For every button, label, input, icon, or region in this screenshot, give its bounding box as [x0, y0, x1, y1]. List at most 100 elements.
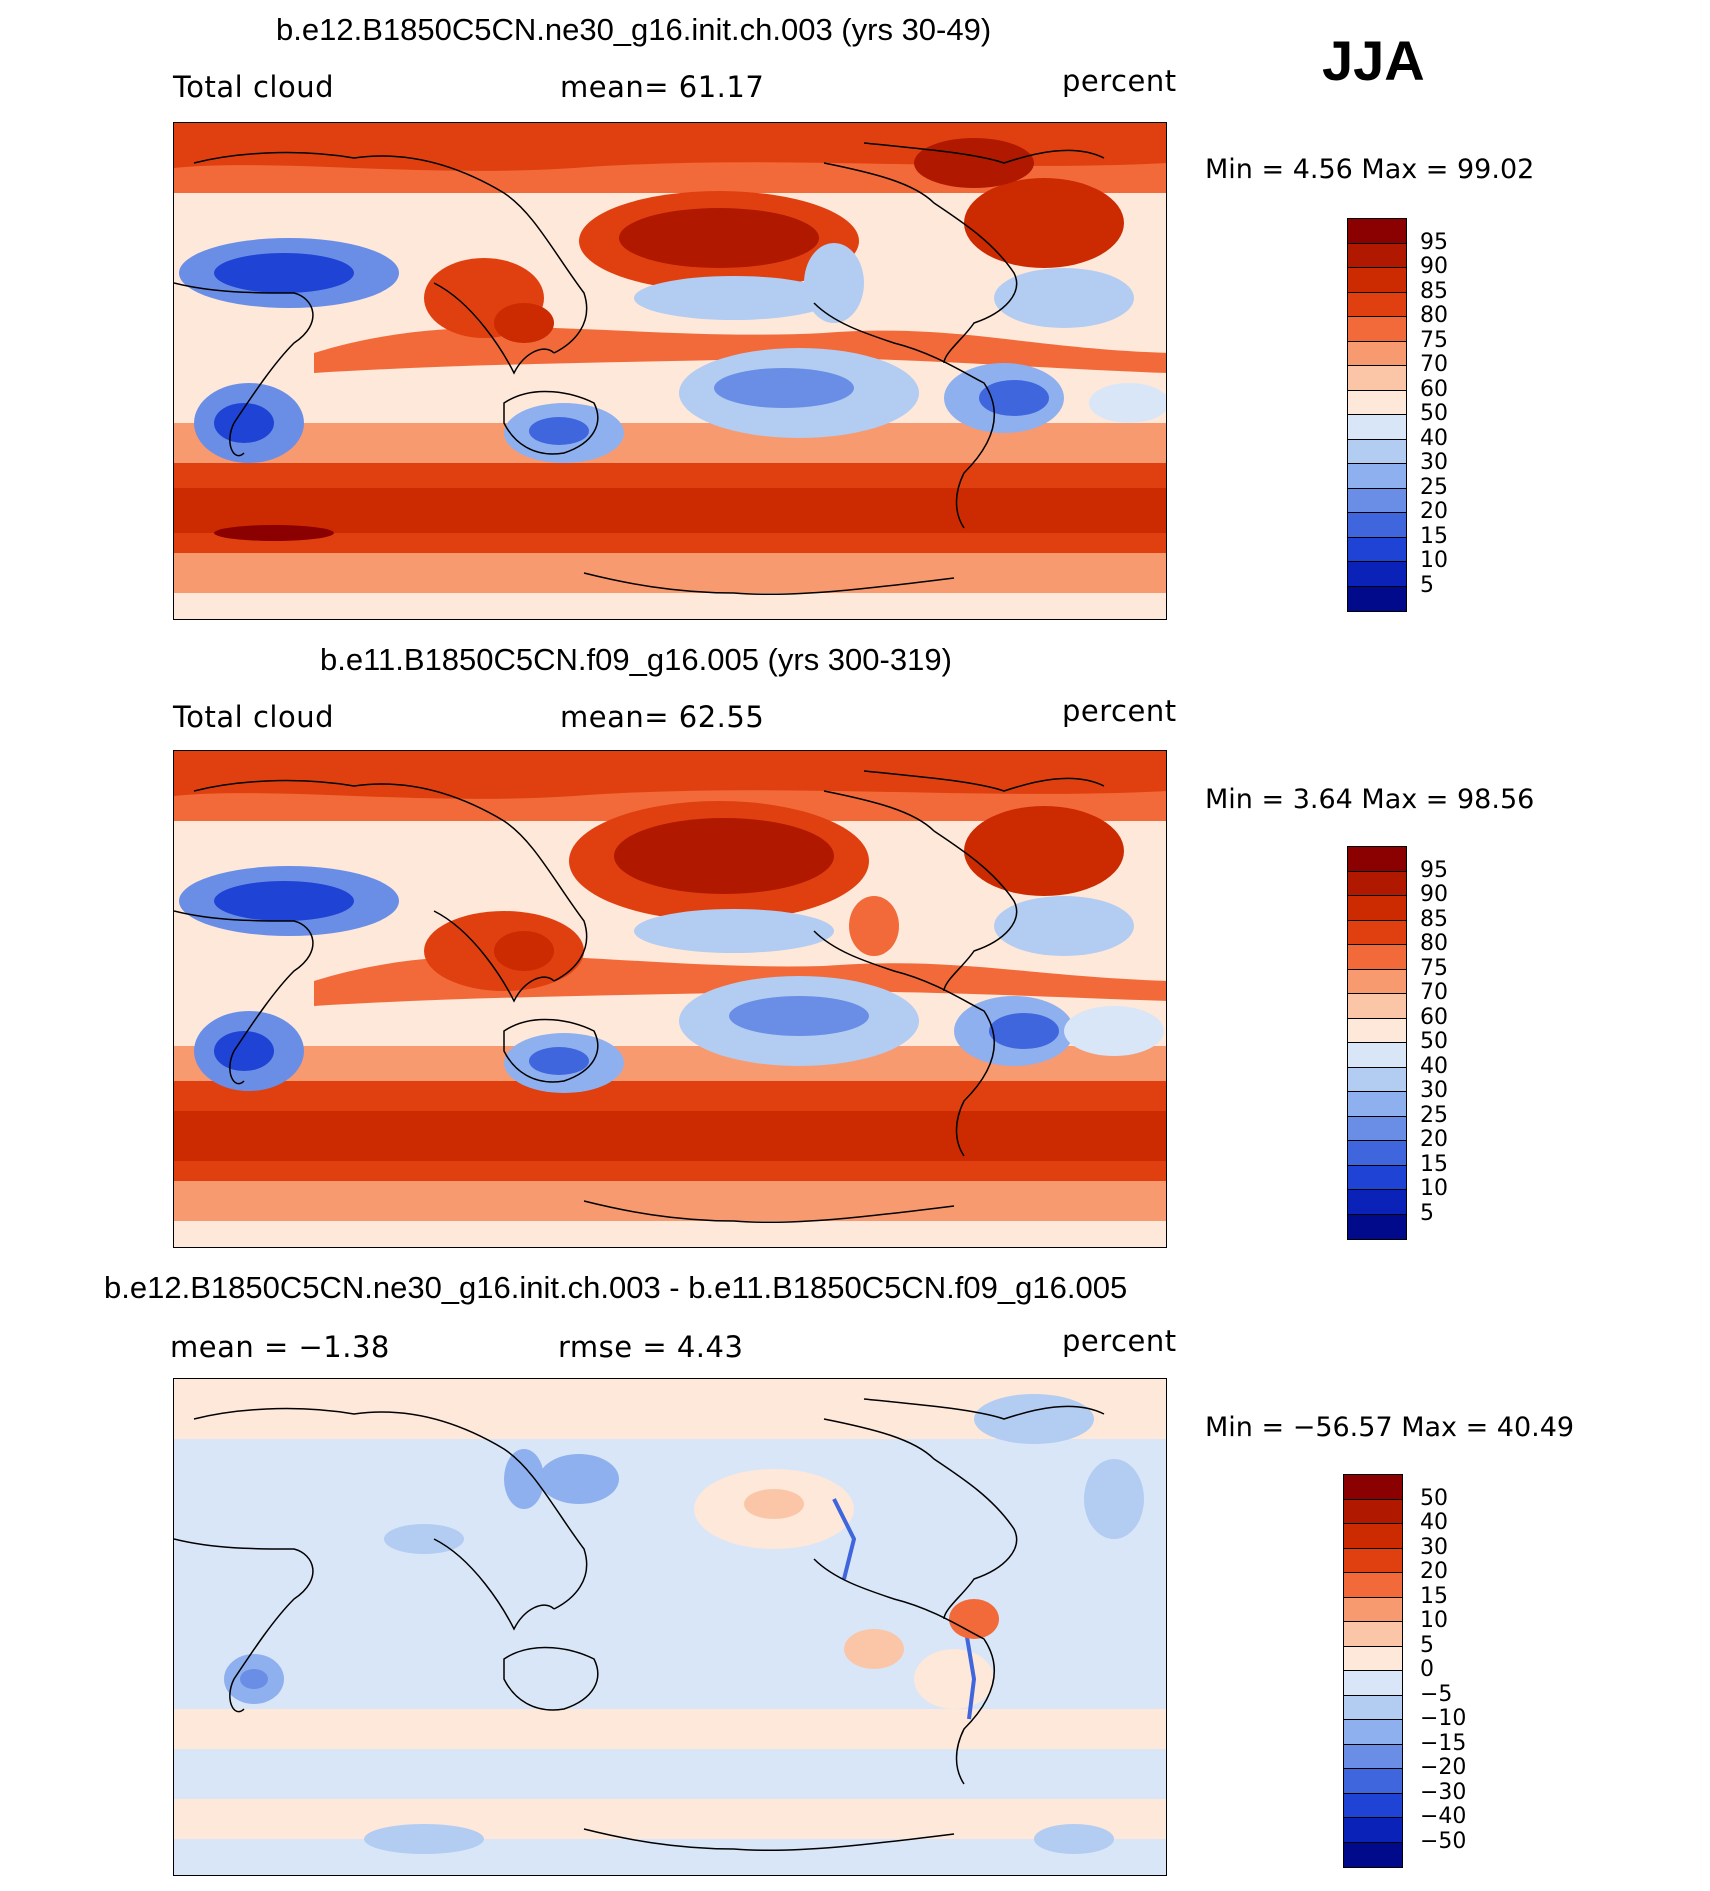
panel3-colorbar — [1343, 1474, 1403, 1868]
panel2-colorbar-swatch — [1348, 994, 1406, 1019]
panel1-colorbar — [1347, 218, 1407, 612]
panel3-title: b.e12.B1850C5CN.ne30_g16.init.ch.003 - b… — [104, 1270, 1128, 1305]
panel1-colorbar-swatch — [1348, 537, 1406, 562]
panel1-colorbar-swatch — [1348, 292, 1406, 317]
panel2-colorbar-swatch — [1348, 896, 1406, 921]
panel2-colorbar-swatch — [1348, 1190, 1406, 1215]
panel1-colorbar-swatch — [1348, 562, 1406, 587]
panel3-colorbar-swatch — [1344, 1671, 1402, 1696]
colorbar-tick: 90 — [1420, 882, 1448, 907]
colorbar-tick: 10 — [1420, 1176, 1448, 1201]
panel1-mean: mean= 61.17 — [560, 70, 765, 104]
panel2-colorbar-swatch — [1348, 969, 1406, 994]
panel2-map — [173, 750, 1167, 1248]
colorbar-tick: 20 — [1420, 1127, 1448, 1152]
panel1-title: b.e12.B1850C5CN.ne30_g16.init.ch.003 (yr… — [276, 12, 992, 47]
panel1-colorbar-swatch — [1348, 586, 1406, 611]
panel2-colorbar-swatch — [1348, 1092, 1406, 1117]
panel1-colorbar-swatch — [1348, 390, 1406, 415]
colorbar-tick: 5 — [1420, 1201, 1434, 1226]
panel1-minmax: Min = 4.56 Max = 99.02 — [1205, 154, 1535, 185]
panel3-colorbar-swatch — [1344, 1622, 1402, 1647]
colorbar-tick: 75 — [1420, 328, 1448, 353]
colorbar-tick: 50 — [1420, 1029, 1448, 1054]
panel3-colorbar-swatch — [1344, 1597, 1402, 1622]
colorbar-tick: −5 — [1420, 1682, 1453, 1707]
panel1-colorbar-swatch — [1348, 219, 1406, 244]
panel2-colorbar-swatch — [1348, 1067, 1406, 1092]
colorbar-tick: 50 — [1420, 1486, 1448, 1511]
colorbar-tick: 60 — [1420, 377, 1448, 402]
panel1-colorbar-swatch — [1348, 243, 1406, 268]
panel2-colorbar-swatch — [1348, 1165, 1406, 1190]
panel3-minmax: Min = −56.57 Max = 40.49 — [1205, 1412, 1575, 1443]
colorbar-tick: 40 — [1420, 1054, 1448, 1079]
panel3-field — [174, 1379, 1166, 1875]
panel3-colorbar-swatch — [1344, 1573, 1402, 1598]
panel1-colorbar-swatch — [1348, 366, 1406, 391]
panel2-colorbar-swatch — [1348, 847, 1406, 872]
colorbar-tick: 80 — [1420, 303, 1448, 328]
panel3-colorbar-swatch — [1344, 1548, 1402, 1573]
panel3-colorbar-swatch — [1344, 1524, 1402, 1549]
colorbar-tick: 60 — [1420, 1005, 1448, 1030]
panel3-colorbar-swatch — [1344, 1499, 1402, 1524]
colorbar-tick: 95 — [1420, 230, 1448, 255]
colorbar-tick: 20 — [1420, 499, 1448, 524]
colorbar-tick: 10 — [1420, 1608, 1448, 1633]
panel1-units: percent — [1062, 64, 1177, 98]
panel2-colorbar-swatch — [1348, 1018, 1406, 1043]
panel1-variable: Total cloud — [173, 70, 334, 104]
colorbar-tick: 75 — [1420, 956, 1448, 981]
season-label: JJA — [1322, 29, 1425, 92]
panel3-colorbar-swatch — [1344, 1720, 1402, 1745]
panel2-colorbar-swatch — [1348, 1141, 1406, 1166]
colorbar-tick: 10 — [1420, 548, 1448, 573]
panel2-colorbar-swatch — [1348, 945, 1406, 970]
panel3-units: percent — [1062, 1324, 1177, 1358]
panel2-colorbar-swatch — [1348, 1214, 1406, 1239]
colorbar-tick: 5 — [1420, 573, 1434, 598]
colorbar-tick: 5 — [1420, 1633, 1434, 1658]
panel2-variable: Total cloud — [173, 700, 334, 734]
panel2-colorbar — [1347, 846, 1407, 1240]
colorbar-tick: 85 — [1420, 279, 1448, 304]
colorbar-tick: −40 — [1420, 1804, 1467, 1829]
colorbar-tick: 70 — [1420, 352, 1448, 377]
colorbar-tick: 80 — [1420, 931, 1448, 956]
colorbar-tick: 25 — [1420, 1103, 1448, 1128]
panel1-colorbar-swatch — [1348, 513, 1406, 538]
colorbar-tick: 85 — [1420, 907, 1448, 932]
colorbar-tick: −30 — [1420, 1780, 1467, 1805]
panel1-colorbar-swatch — [1348, 439, 1406, 464]
colorbar-tick: 15 — [1420, 1152, 1448, 1177]
colorbar-tick: −10 — [1420, 1706, 1467, 1731]
colorbar-tick: 20 — [1420, 1559, 1448, 1584]
panel3-colorbar-swatch — [1344, 1842, 1402, 1867]
panel3-map — [173, 1378, 1167, 1876]
panel3-colorbar-swatch — [1344, 1769, 1402, 1794]
colorbar-tick: −15 — [1420, 1731, 1467, 1756]
panel3-colorbar-swatch — [1344, 1646, 1402, 1671]
panel2-colorbar-swatch — [1348, 920, 1406, 945]
colorbar-tick: 30 — [1420, 450, 1448, 475]
colorbar-tick: 30 — [1420, 1078, 1448, 1103]
panel3-colorbar-swatch — [1344, 1744, 1402, 1769]
panel1-map — [173, 122, 1167, 620]
panel1-colorbar-swatch — [1348, 488, 1406, 513]
panel2-colorbar-swatch — [1348, 871, 1406, 896]
panel1-colorbar-swatch — [1348, 464, 1406, 489]
colorbar-tick: 0 — [1420, 1657, 1434, 1682]
panel2-colorbar-swatch — [1348, 1043, 1406, 1068]
panel2-minmax: Min = 3.64 Max = 98.56 — [1205, 784, 1535, 815]
panel3-colorbar-swatch — [1344, 1793, 1402, 1818]
panel2-field — [174, 751, 1166, 1247]
panel2-mean: mean= 62.55 — [560, 700, 765, 734]
colorbar-tick: −50 — [1420, 1829, 1467, 1854]
panel3-colorbar-swatch — [1344, 1475, 1402, 1500]
colorbar-tick: 25 — [1420, 475, 1448, 500]
colorbar-tick: 95 — [1420, 858, 1448, 883]
panel1-colorbar-swatch — [1348, 317, 1406, 342]
panel3-mean: mean = −1.38 — [170, 1330, 390, 1364]
panel2-colorbar-swatch — [1348, 1116, 1406, 1141]
